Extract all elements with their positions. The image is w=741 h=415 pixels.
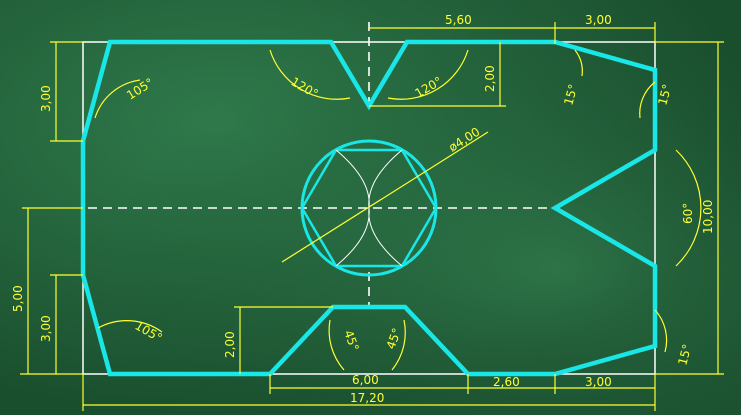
part-profile bbox=[80, 39, 658, 377]
angle-60: 60° bbox=[681, 203, 695, 224]
dim-bottom-6-00: 6,00 bbox=[352, 373, 379, 387]
dim-left-5-00: 5,00 bbox=[11, 285, 25, 312]
dim-top-5-60: 5,60 bbox=[445, 13, 472, 27]
angle-45-right: 45° bbox=[384, 326, 404, 351]
dim-left-3-00-bottom: 3,00 bbox=[39, 315, 53, 342]
dim-left-3-00-top: 3,00 bbox=[39, 85, 53, 112]
inner-arc-right bbox=[368, 149, 403, 267]
dim-notch-2-00: 2,00 bbox=[483, 65, 497, 92]
angle-45-left: 45° bbox=[341, 328, 361, 353]
angle-15-bottom: 15° bbox=[675, 343, 694, 367]
dim-bottom-17-20: 17,20 bbox=[350, 391, 384, 405]
dim-bottom-3-00: 3,00 bbox=[585, 375, 612, 389]
dimension-lines bbox=[20, 22, 724, 411]
dim-trap-2-00: 2,00 bbox=[223, 331, 237, 358]
dim-bottom-2-60: 2,60 bbox=[493, 375, 520, 389]
angle-15-top-b: 15° bbox=[655, 83, 674, 107]
dim-right-10-00: 10,00 bbox=[701, 200, 715, 234]
angle-15-top-a: 15° bbox=[561, 83, 580, 107]
dim-top-3-00: 3,00 bbox=[585, 13, 612, 27]
